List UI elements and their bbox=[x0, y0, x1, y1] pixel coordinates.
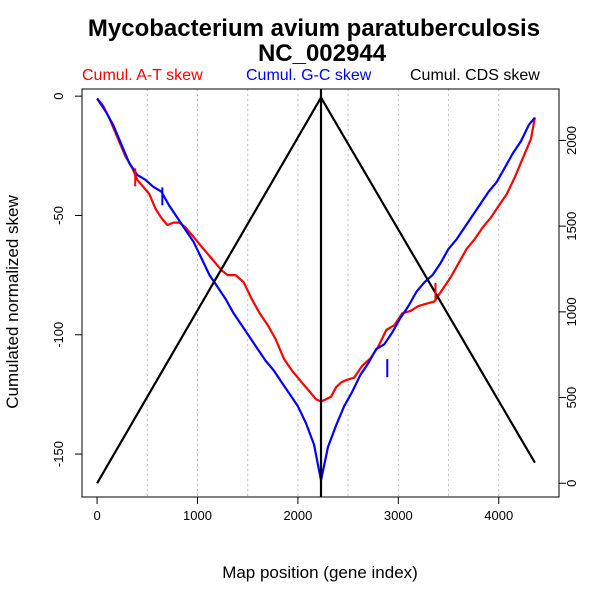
y2-tick-label-1000: 1000 bbox=[564, 297, 579, 326]
series-cds-skew-line bbox=[96, 96, 536, 484]
y2-tick-label-500: 500 bbox=[564, 387, 579, 409]
vertical-gridlines bbox=[146, 89, 500, 497]
x-tick-label-0: 0 bbox=[93, 508, 100, 523]
chart-title-line2: NC_002944 bbox=[258, 40, 387, 67]
y2-tick-label-2000: 2000 bbox=[564, 126, 579, 155]
x-tick-label-3000: 3000 bbox=[384, 508, 413, 523]
legend-gc-skew: Cumul. G-C skew bbox=[246, 67, 372, 84]
legend-cds-skew: Cumul. CDS skew bbox=[410, 67, 540, 84]
x-tick-label-4000: 4000 bbox=[484, 508, 513, 523]
x-axis-label: Map position (gene index) bbox=[222, 563, 418, 582]
y2-tick-label-1500: 1500 bbox=[564, 212, 579, 241]
marker-layer bbox=[134, 89, 437, 497]
y-axis-left: 0 -50 -100 -150 bbox=[51, 93, 83, 467]
y-axis-label: Cumulated normalized skew bbox=[3, 195, 22, 409]
y-axis-right: 0 500 1000 1500 2000 bbox=[558, 126, 579, 487]
y-tick-label--50: -50 bbox=[51, 206, 66, 225]
x-tick-label-2000: 2000 bbox=[283, 508, 312, 523]
series-layer bbox=[96, 96, 536, 484]
series-gc-skew-line bbox=[96, 97, 536, 482]
x-tick-label-1000: 1000 bbox=[183, 508, 212, 523]
x-axis: 0 1000 2000 3000 4000 bbox=[93, 496, 513, 523]
chart-title-line1: Mycobacterium avium paratuberculosis bbox=[88, 15, 540, 42]
y-tick-label--100: -100 bbox=[51, 322, 66, 348]
series-at-skew-line bbox=[96, 97, 536, 403]
y-tick-label--150: -150 bbox=[51, 441, 66, 467]
y2-tick-label-0: 0 bbox=[564, 480, 579, 487]
y-tick-label-0: 0 bbox=[51, 93, 66, 100]
legend-at-skew: Cumul. A-T skew bbox=[82, 67, 203, 84]
